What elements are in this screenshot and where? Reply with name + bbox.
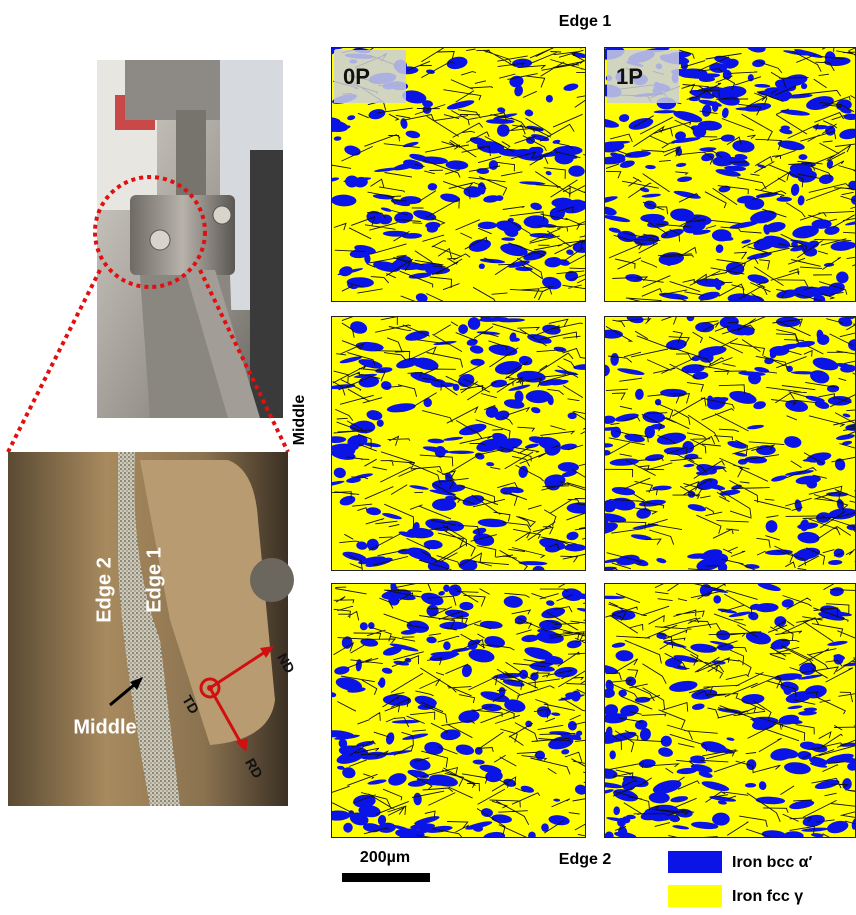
- bcc-grain: [793, 286, 816, 299]
- scale-bar: [342, 873, 430, 882]
- panel-label: 0P: [343, 64, 370, 89]
- tensile-photo: [8, 60, 288, 452]
- ebsd-map: [318, 313, 619, 579]
- sample-photo: Edge 2 Edge 1 Middle TD ND RD: [8, 452, 298, 806]
- legend-label: Iron fcc γ: [732, 888, 803, 905]
- legend: Iron bcc α′ Iron fcc γ: [668, 851, 813, 907]
- figure: Edge 2 Edge 1 Middle TD ND RD Edge 1 Mid…: [0, 0, 856, 915]
- ebsd-map: [590, 307, 856, 587]
- legend-swatch: [668, 851, 722, 873]
- top-label: Edge 1: [559, 13, 612, 30]
- scale-label: 200µm: [360, 849, 410, 866]
- ebsd-map: 1P: [589, 40, 856, 317]
- photo-edge2: Edge 2: [93, 557, 115, 623]
- bottom-label: Edge 2: [559, 851, 612, 868]
- side-label: Middle: [291, 395, 308, 446]
- bcc-grain: [480, 314, 490, 320]
- ebsd-map: [591, 577, 856, 848]
- bcc-grain: [828, 396, 852, 406]
- panel-label: 1P: [616, 64, 643, 89]
- ebsd-maps: 0P 1P: [318, 36, 856, 856]
- bcc-grain: [496, 195, 504, 201]
- photo-edge1: Edge 1: [143, 547, 165, 613]
- ebsd-map: [323, 573, 612, 856]
- legend-swatch: [668, 885, 722, 907]
- photo-middle: Middle: [73, 716, 136, 738]
- ebsd-map: 0P: [318, 36, 617, 310]
- legend-label: Iron bcc α′: [732, 854, 813, 871]
